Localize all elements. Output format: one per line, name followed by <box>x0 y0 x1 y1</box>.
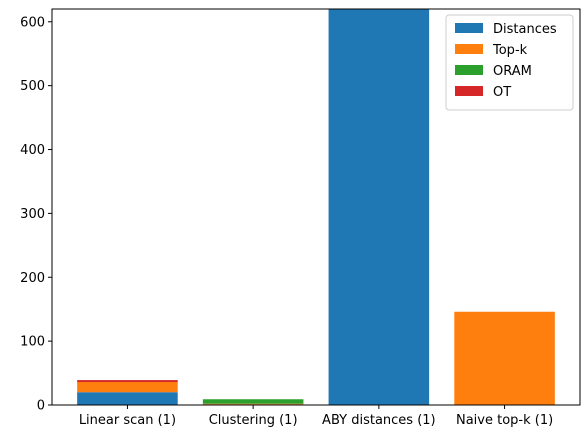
y-tick-label: 500 <box>20 79 45 94</box>
y-tick-label: 600 <box>20 15 45 30</box>
bars-group <box>77 9 555 405</box>
y-axis: 0 100 200 300 400 500 600 <box>20 15 52 414</box>
y-tick-label: 400 <box>20 143 45 158</box>
x-axis: Linear scan (1) Clustering (1) ABY distanc… <box>79 405 553 428</box>
y-tick-label: 100 <box>20 335 45 350</box>
bar-oram-1 <box>202 399 304 404</box>
legend-label: Distances <box>493 22 557 37</box>
y-tick-label: 300 <box>20 207 45 222</box>
y-tick-label: 0 <box>37 399 45 414</box>
legend-label: OT <box>493 85 511 100</box>
bar-ot-0 <box>77 380 178 383</box>
bar-top-k-1 <box>202 403 304 405</box>
x-tick-label: Linear scan (1) <box>79 413 176 428</box>
bar-distances-0 <box>77 392 178 405</box>
bar-top-k-3 <box>454 311 555 405</box>
x-tick-label: ABY distances (1) <box>322 413 436 428</box>
x-tick-label: Clustering (1) <box>209 413 298 428</box>
legend-label: Top-k <box>492 43 528 58</box>
legend-swatch <box>455 23 483 33</box>
legend-swatch <box>455 44 483 54</box>
legend-swatch <box>455 86 483 96</box>
y-tick-label: 200 <box>20 271 45 286</box>
legend: Distances Top-k ORAM OT <box>445 14 574 111</box>
plot-frame <box>51 8 581 406</box>
bar-distances-2 <box>328 9 430 405</box>
bar-top-k-0 <box>77 382 178 393</box>
x-tick-label: Naive top-k (1) <box>456 413 553 428</box>
legend-label: ORAM <box>493 64 532 79</box>
legend-swatch <box>455 65 483 75</box>
